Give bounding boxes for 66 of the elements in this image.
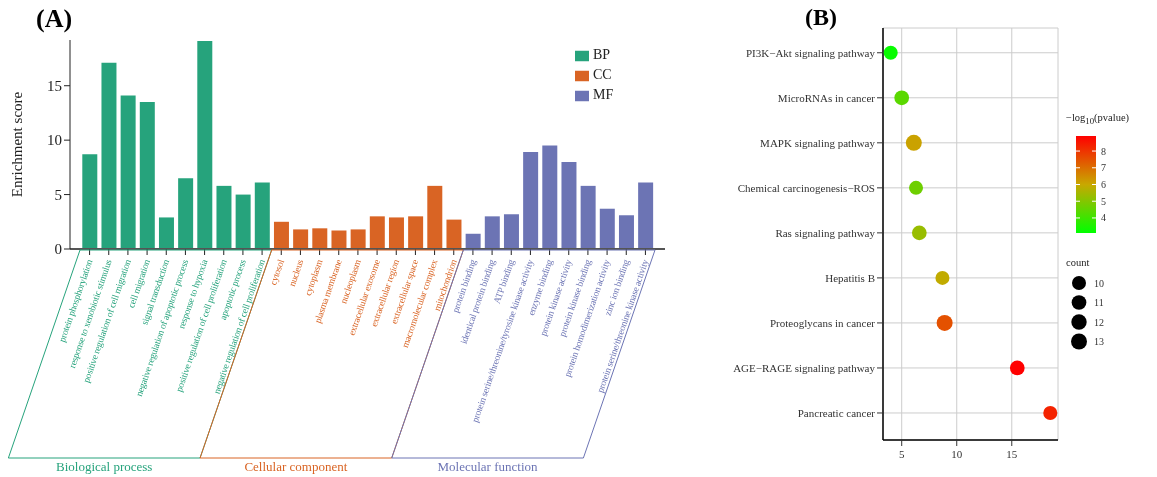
color-bar-label: 4 [1101, 212, 1106, 224]
legend-label: BP [593, 47, 611, 62]
bar [101, 62, 117, 249]
y-tick-label: Proteoglycans in cancer [769, 316, 876, 329]
bar [120, 95, 136, 249]
x-tick-label: 5 [898, 448, 905, 460]
bar [580, 185, 596, 249]
color-bar-title: −log$_{10}$(pvalue) [1066, 112, 1130, 127]
y-tick-label: MicroRNAs in cancer [777, 91, 876, 104]
bar [638, 182, 654, 249]
bar [503, 214, 519, 249]
bar [293, 229, 309, 249]
bar [312, 228, 328, 249]
y-tick-label: MAPK signaling pathway [760, 136, 876, 149]
bar [427, 185, 443, 249]
bar [446, 219, 462, 249]
y-tick-label: PI3K−Akt signaling pathway [745, 46, 876, 59]
bar [235, 194, 251, 249]
color-bar-label: 6 [1101, 179, 1106, 190]
bar [178, 178, 194, 249]
legend-label: MF [593, 87, 614, 102]
y-tick-label: AGE−RAGE signaling pathway [733, 361, 876, 374]
bar [158, 217, 174, 249]
color-bar-label: 5 [1101, 195, 1106, 207]
bar [618, 215, 634, 249]
bar [561, 161, 577, 249]
text: Cellular component [244, 459, 348, 474]
chart-title: (A) [36, 4, 73, 34]
bar [523, 152, 539, 249]
y-tick-label: 15 [47, 78, 62, 95]
bar [254, 182, 270, 249]
bar [599, 208, 615, 249]
bar [388, 217, 404, 249]
bar [408, 216, 424, 249]
x-tick-label: 10 [951, 448, 963, 460]
legend-label: 13 [1094, 336, 1104, 347]
bar [82, 154, 98, 249]
bar [369, 216, 385, 249]
color-bar-label: 7 [1101, 162, 1106, 174]
bar [542, 145, 558, 249]
color-bar-label: 8 [1101, 145, 1106, 157]
bar [273, 221, 289, 249]
bar [139, 102, 155, 249]
text: Biological process [56, 459, 153, 474]
y-tick-label: Pancreatic cancer [797, 406, 876, 419]
y-tick-label: 5 [54, 186, 62, 203]
y-tick-label: 0 [54, 241, 62, 258]
y-axis-title: Enrichment score [9, 91, 26, 198]
x-tick-label: cytosol [268, 257, 287, 287]
bar [484, 216, 500, 249]
y-tick-label: Chemical carcinogenesis−ROS [737, 181, 875, 194]
y-tick-label: Ras signaling pathway [775, 226, 876, 239]
bar [465, 233, 481, 249]
bar [216, 185, 232, 249]
text: Molecular function [437, 459, 539, 474]
legend-label: 11 [1094, 297, 1104, 308]
bar [197, 41, 213, 249]
y-tick-label: Hepatitis B [825, 271, 875, 284]
x-tick-label: 15 [1006, 448, 1018, 460]
legend-title: count [1066, 257, 1090, 268]
bar [331, 230, 347, 249]
legend-label: 12 [1094, 316, 1104, 328]
chart-title: (B) [805, 4, 837, 31]
bar [350, 229, 366, 249]
y-tick-label: 10 [47, 132, 62, 149]
legend-label: CC [593, 67, 612, 82]
